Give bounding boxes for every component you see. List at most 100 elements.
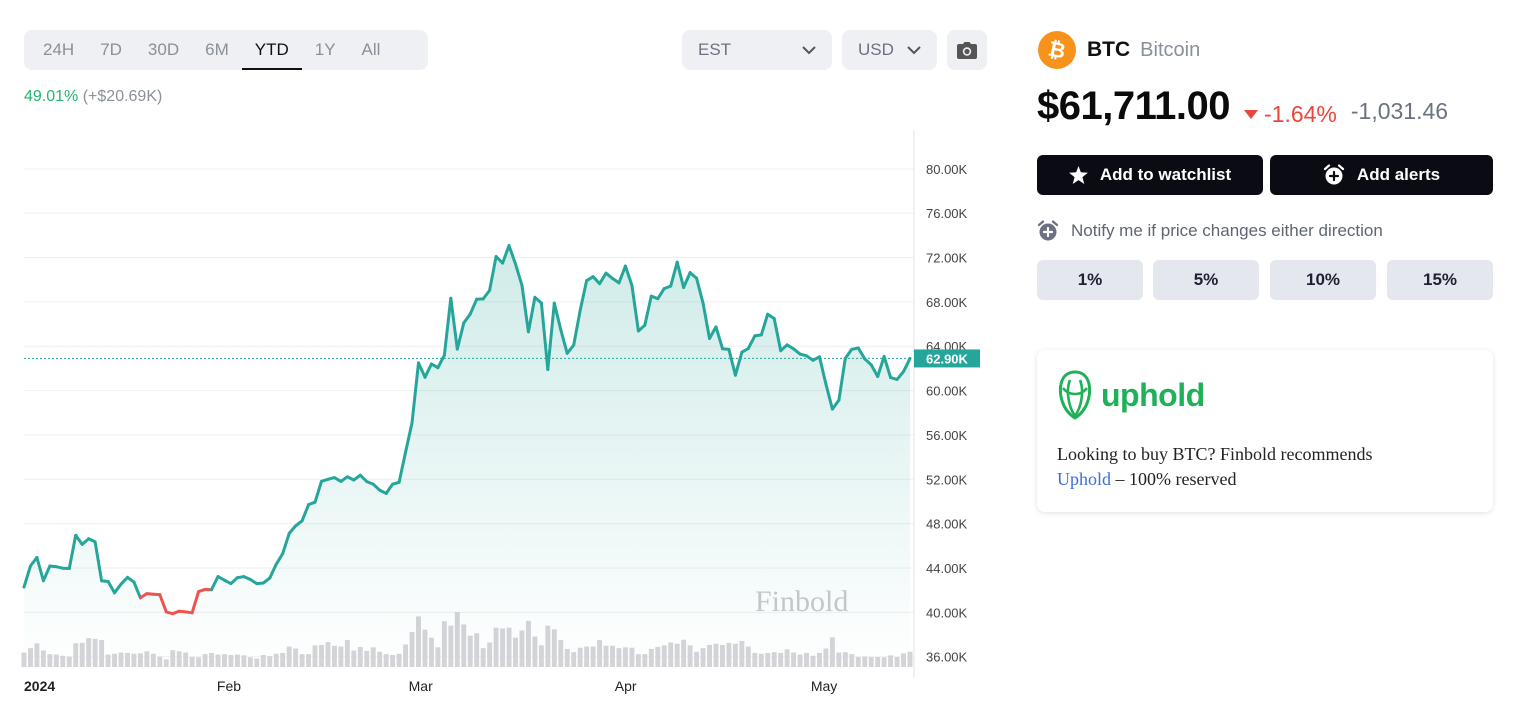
price-line-segment <box>404 421 414 454</box>
x-tick-label: May <box>811 678 837 694</box>
price-line-segment <box>462 312 472 325</box>
x-tick-label: Apr <box>615 678 637 694</box>
price-line-segment <box>358 473 369 484</box>
price-line-segment <box>287 524 298 535</box>
notify-option-1-percent[interactable]: 1% <box>1037 260 1143 300</box>
price-line-segment <box>669 260 679 288</box>
currency-select[interactable]: USD <box>842 30 937 70</box>
add-to-watchlist-button[interactable]: Add to watchlist <box>1037 155 1263 195</box>
y-tick-label: 80.00K <box>926 162 968 177</box>
range-tab-24h[interactable]: 24H <box>43 40 75 59</box>
price-line-segment <box>617 264 627 285</box>
price-line-segment <box>708 325 718 340</box>
price-line-segment <box>578 279 589 312</box>
price-line-segment <box>442 296 453 357</box>
y-tick-label: 56.00K <box>926 428 968 443</box>
price-line-segment <box>643 294 653 327</box>
price-line-segment <box>132 580 142 600</box>
price-line-segment <box>701 301 711 340</box>
y-tick-label: 40.00K <box>926 605 968 620</box>
alarm-clock-icon <box>1323 164 1345 185</box>
price-line-segment <box>423 362 433 379</box>
price-line-segment <box>436 353 446 370</box>
price-line-segment <box>591 275 602 286</box>
price-line-segment <box>682 271 692 289</box>
uphold-brand: uphold <box>1101 376 1205 413</box>
price-line-segment <box>675 260 686 289</box>
add-to-watchlist-label: Add to watchlist <box>1099 165 1232 184</box>
price-line-segment <box>313 479 323 504</box>
price-line-segment <box>876 354 886 378</box>
price-line-segment <box>93 540 104 583</box>
range-tab-all[interactable]: All <box>361 40 381 59</box>
alarm-clock-icon <box>1037 220 1059 241</box>
price-line-segment <box>656 287 666 301</box>
range-tab-7d[interactable]: 7D <box>100 40 122 59</box>
triangle-down-icon <box>1244 110 1258 119</box>
price-line-segment <box>501 244 511 265</box>
uphold-link[interactable]: Uphold <box>1057 469 1111 489</box>
currency-value: USD <box>858 40 894 59</box>
promo-text-suffix: – 100% reserved <box>1111 469 1237 489</box>
bitcoin-logo-icon: ₿ <box>1038 31 1076 69</box>
x-tick-label: Feb <box>217 678 241 694</box>
price-line-segment <box>837 356 847 402</box>
y-tick-label: 52.00K <box>926 472 968 487</box>
price-line-segment <box>268 562 278 580</box>
coin-symbol: BTC <box>1087 38 1131 61</box>
price-line-segment <box>856 346 867 361</box>
current-price: $61,711.00 <box>1037 84 1231 128</box>
price-line-segment <box>281 531 291 556</box>
price-line-segment <box>552 301 563 332</box>
y-tick-label: 76.00K <box>926 206 968 221</box>
price-line-segment <box>902 356 912 374</box>
promo-text: Looking to buy BTC? Finbold recommends U… <box>1057 442 1477 492</box>
price-line-segment <box>623 264 634 287</box>
range-tab-ytd[interactable]: YTD <box>241 30 302 70</box>
y-tick-label: 68.00K <box>926 295 968 310</box>
promo-text-main: Looking to buy BTC? Finbold recommends <box>1057 444 1373 464</box>
price-line-segment <box>384 482 395 495</box>
performance-absolute: (+$20.69K) <box>82 88 163 105</box>
price-line-segment <box>158 593 168 614</box>
add-alerts-label: Add alerts <box>1356 165 1441 184</box>
price-line-segment <box>455 321 466 351</box>
uphold-logo[interactable]: uphold <box>1057 370 1205 420</box>
price-line-segment <box>41 564 52 583</box>
price-line-segment <box>520 284 530 334</box>
price-line-segment <box>824 382 834 411</box>
coin-header: ₿ BTC Bitcoin <box>1037 30 1200 70</box>
price-line-segment <box>410 361 420 425</box>
price-line-segment <box>74 533 84 546</box>
price-line-segment <box>397 450 408 484</box>
screenshot-button[interactable] <box>947 30 987 70</box>
range-tab-1y[interactable]: 1Y <box>314 40 336 59</box>
price-line-segment <box>514 262 524 287</box>
price-line-segment <box>830 398 841 411</box>
timezone-select[interactable]: EST <box>682 30 832 70</box>
price-line-segment <box>113 582 123 595</box>
price-line-segment <box>210 575 220 592</box>
range-tab-30d[interactable]: 30D <box>147 40 180 59</box>
chevron-down-icon <box>802 45 816 54</box>
price-change-absolute: -1,031.46 <box>1350 98 1449 124</box>
price-area-fill <box>24 245 910 670</box>
price-line-segment <box>22 564 32 589</box>
price-line-segment <box>481 288 492 301</box>
range-tab-6m[interactable]: 6M <box>205 40 229 59</box>
price-change-percent: -1.64% <box>1264 101 1337 127</box>
notify-option-15-percent[interactable]: 15% <box>1387 260 1493 300</box>
notify-option-10-percent[interactable]: 10% <box>1270 260 1376 300</box>
price-chart[interactable]: 80.00K76.00K72.00K68.00K64.00K60.00K56.0… <box>0 130 1000 700</box>
x-tick-label: 2024 <box>24 678 55 694</box>
y-tick-label: 72.00K <box>926 251 968 266</box>
add-alerts-button[interactable]: Add alerts <box>1270 155 1493 195</box>
price-line-segment <box>507 244 517 266</box>
price-line-segment <box>630 283 640 333</box>
price-change-percent-group: -1.64% <box>1244 101 1337 128</box>
svg-text:₿: ₿ <box>1046 37 1068 63</box>
y-tick-label: 44.00K <box>926 561 968 576</box>
price-line-segment <box>869 363 880 378</box>
notify-option-5-percent[interactable]: 5% <box>1153 260 1259 300</box>
price-line-segment <box>539 301 550 371</box>
